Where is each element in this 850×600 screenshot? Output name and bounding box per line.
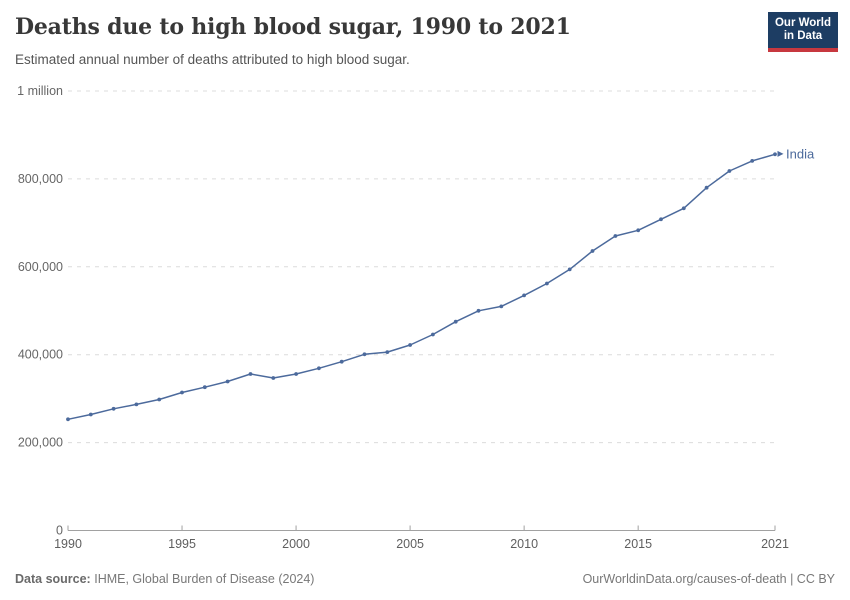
data-point — [111, 406, 116, 411]
series-label-india[interactable]: India — [786, 146, 815, 161]
data-point — [659, 217, 663, 222]
data-point — [317, 366, 321, 371]
data-point — [545, 281, 549, 286]
data-point — [157, 397, 162, 402]
data-point — [271, 376, 276, 380]
data-point — [727, 169, 732, 173]
data-point — [385, 350, 390, 354]
data-point — [499, 304, 504, 309]
x-tick-label: 2000 — [282, 537, 310, 551]
data-point — [362, 352, 367, 357]
data-point — [225, 379, 230, 384]
data-point — [750, 159, 755, 163]
data-point — [431, 332, 435, 337]
data-point — [590, 249, 595, 253]
x-tick-label: 1990 — [54, 537, 82, 551]
page-title: Deaths due to high blood sugar, 1990 to … — [15, 14, 571, 40]
data-point — [567, 267, 572, 272]
series-arrow-icon — [777, 150, 784, 157]
data-source-label: Data source: — [15, 572, 91, 586]
owid-logo-line1: Our World — [774, 17, 831, 29]
y-tick-label: 600,000 — [18, 260, 63, 274]
x-tick-label: 1995 — [168, 537, 196, 551]
data-source-text: IHME, Global Burden of Disease (2024) — [94, 572, 315, 586]
x-tick-label: 2010 — [510, 537, 538, 551]
y-tick-label: 400,000 — [18, 348, 63, 362]
data-point — [134, 402, 139, 407]
owid-logo-line2: in Data — [783, 30, 823, 42]
data-point — [704, 185, 709, 190]
y-tick-label: 200,000 — [18, 436, 63, 450]
data-point — [408, 343, 412, 347]
data-point — [180, 390, 184, 395]
data-point — [453, 319, 458, 324]
y-tick-label: 0 — [56, 524, 63, 538]
data-point — [66, 417, 70, 422]
data-point — [88, 412, 93, 417]
data-source: Data source: IHME, Global Burden of Dise… — [15, 572, 314, 586]
data-point — [339, 359, 344, 364]
x-tick-label: 2015 — [624, 537, 652, 551]
data-point — [476, 308, 481, 313]
data-point — [613, 234, 618, 238]
data-point — [773, 152, 777, 157]
data-point — [202, 385, 207, 390]
data-point — [681, 206, 686, 211]
x-tick-label: 2005 — [396, 537, 424, 551]
data-point — [522, 293, 526, 298]
footer-credit-link[interactable]: OurWorldinData.org/causes-of-death | CC … — [582, 572, 835, 586]
x-tick-label: 2021 — [761, 537, 789, 551]
series-line-india[interactable] — [67, 153, 776, 421]
owid-logo[interactable]: Our World in Data — [768, 12, 838, 52]
y-tick-label: 800,000 — [18, 172, 63, 186]
data-point — [248, 372, 253, 376]
y-tick-label: 1 million — [17, 84, 63, 98]
data-point — [636, 228, 641, 233]
chart-footer: Data source: IHME, Global Burden of Dise… — [15, 572, 835, 586]
data-point — [294, 372, 298, 376]
chart-subtitle: Estimated annual number of deaths attrib… — [15, 52, 410, 67]
